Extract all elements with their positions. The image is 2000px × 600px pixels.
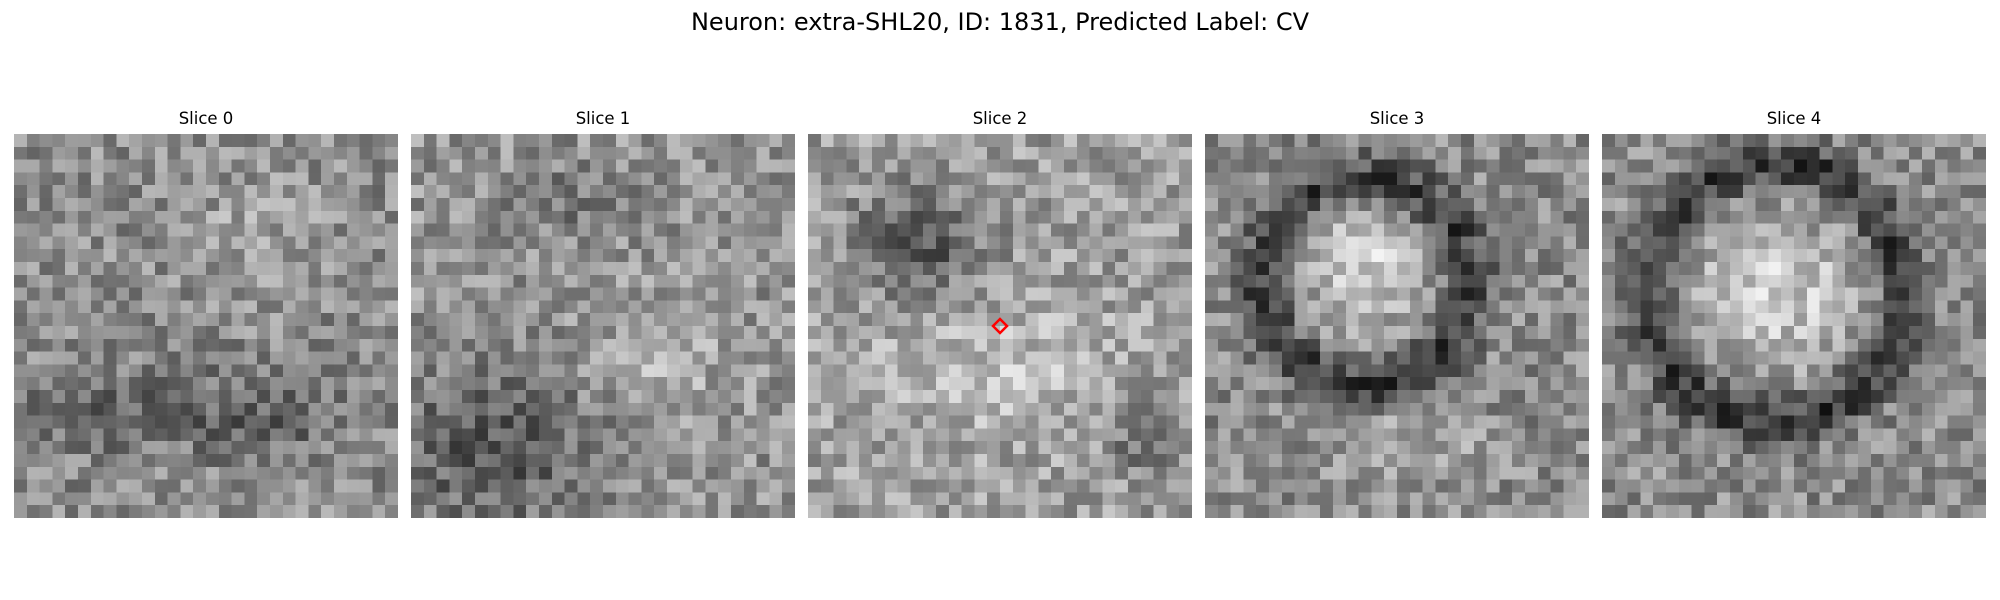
slice-image-3 [1205,134,1589,518]
slice-title-2: Slice 2 [972,109,1028,128]
slice-title-0: Slice 0 [178,109,234,128]
slice-image-4 [1602,134,1986,518]
slice-title-1: Slice 1 [575,109,631,128]
slice-panel-2: Slice 2 [808,108,1192,518]
slice-panel-3: Slice 3 [1205,108,1589,518]
slice-panel-1: Slice 1 [411,108,795,518]
slice-title-3: Slice 3 [1369,109,1425,128]
slice-image-1 [411,134,795,518]
slice-image-2 [808,134,1192,518]
figure-title: Neuron: extra-SHL20, ID: 1831, Predicted… [690,8,1310,36]
slice-title-4: Slice 4 [1766,109,1822,128]
slice-panel-0: Slice 0 [14,108,398,518]
slice-panel-4: Slice 4 [1602,108,1986,518]
slice-image-0 [14,134,398,518]
